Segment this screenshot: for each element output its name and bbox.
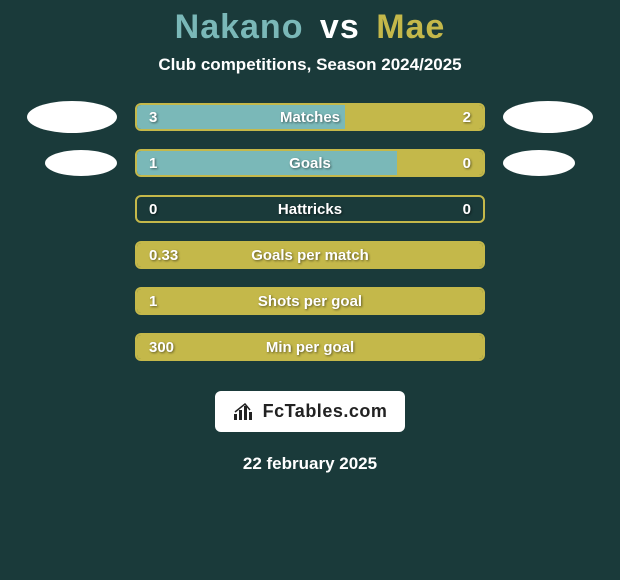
stat-row: 1Shots per goal	[0, 287, 620, 315]
stat-label: Hattricks	[137, 197, 483, 221]
page-title: Nakano vs Mae	[0, 8, 620, 47]
stat-right-value: 0	[463, 197, 471, 221]
vs-text: vs	[320, 8, 360, 46]
player1-avatar	[45, 150, 117, 176]
bars-icon	[233, 403, 255, 421]
stats-container: 3Matches21Goals00Hattricks00.33Goals per…	[0, 103, 620, 361]
player2-name: Mae	[376, 8, 445, 46]
date-text: 22 february 2025	[0, 454, 620, 474]
stat-label: Shots per goal	[137, 289, 483, 313]
stat-bar: 300Min per goal	[135, 333, 485, 361]
player1-avatar	[27, 101, 117, 133]
badge-text: FcTables.com	[263, 401, 388, 422]
stat-row: 0Hattricks0	[0, 195, 620, 223]
stat-bar: 1Shots per goal	[135, 287, 485, 315]
stat-row: 0.33Goals per match	[0, 241, 620, 269]
comparison-infographic: Nakano vs Mae Club competitions, Season …	[0, 0, 620, 474]
player1-name: Nakano	[175, 8, 304, 46]
fctables-badge: FcTables.com	[215, 391, 406, 432]
stat-label: Matches	[137, 105, 483, 129]
stat-bar: 3Matches2	[135, 103, 485, 131]
badge-container: FcTables.com	[0, 379, 620, 432]
stat-bar: 0Hattricks0	[135, 195, 485, 223]
stat-right-value: 2	[463, 105, 471, 129]
stat-bar: 0.33Goals per match	[135, 241, 485, 269]
player2-avatar	[503, 150, 575, 176]
player2-avatar	[503, 101, 593, 133]
stat-label: Min per goal	[137, 335, 483, 359]
stat-row: 300Min per goal	[0, 333, 620, 361]
subtitle: Club competitions, Season 2024/2025	[0, 55, 620, 75]
stat-label: Goals per match	[137, 243, 483, 267]
stat-right-value: 0	[463, 151, 471, 175]
stat-label: Goals	[137, 151, 483, 175]
stat-row: 1Goals0	[0, 149, 620, 177]
stat-row: 3Matches2	[0, 103, 620, 131]
stat-bar: 1Goals0	[135, 149, 485, 177]
